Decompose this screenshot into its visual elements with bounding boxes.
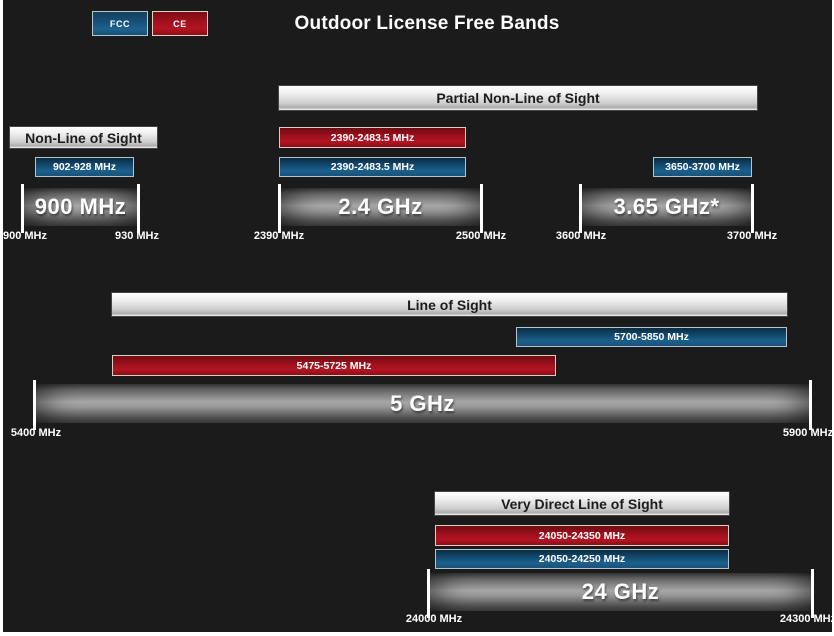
- axis-label-24ghz-start: 24000 MHz: [405, 613, 463, 625]
- axis-label-2-4ghz-start: 2390 MHz: [253, 230, 305, 242]
- axis-tick-right: [809, 380, 812, 430]
- axis-tick-left: [21, 184, 24, 233]
- fcc-range-bar-24ghz: 24050-24250 MHz: [435, 549, 729, 569]
- ce-range-bar-2-4ghz: 2390-2483.5 MHz: [279, 127, 466, 148]
- fcc-range-bar-5ghz: 5700-5850 MHz: [516, 327, 787, 347]
- axis-tick-left: [579, 184, 582, 233]
- band-bar-900mhz: 900 MHz: [21, 184, 140, 233]
- band-bar-5ghz: 5 GHz: [33, 380, 812, 430]
- band-bar-24ghz: 24 GHz: [427, 569, 814, 618]
- band-label-3-65ghz: 3.65 GHz*: [613, 194, 720, 219]
- band-label-2-4ghz: 2.4 GHz: [338, 194, 423, 219]
- axis-label-5ghz-start: 5400 MHz: [10, 427, 62, 439]
- header-line-of-sight: Line of Sight: [112, 293, 787, 316]
- band-label-900mhz: 900 MHz: [34, 194, 127, 219]
- page-title: Outdoor License Free Bands: [294, 13, 560, 34]
- fcc-range-bar-900mhz: 902-928 MHz: [35, 157, 134, 177]
- header-partial-non-line-of-sight: Partial Non-Line of Sight: [279, 86, 757, 110]
- ce-legend-button[interactable]: CE: [152, 11, 208, 36]
- frame-border-right: [832, 0, 834, 636]
- axis-label-2-4ghz-end: 2500 MHz: [455, 230, 507, 242]
- axis-label-3-65ghz-start: 3600 MHz: [555, 230, 607, 242]
- axis-tick-left: [427, 569, 430, 618]
- band-label-24ghz: 24 GHz: [581, 579, 660, 604]
- axis-label-3-65ghz-end: 3700 MHz: [726, 230, 778, 242]
- axis-tick-right: [811, 569, 814, 618]
- axis-tick-left: [33, 380, 36, 430]
- band-label-5ghz: 5 GHz: [390, 390, 455, 416]
- axis-tick-right: [751, 184, 754, 233]
- ce-range-bar-5ghz: 5475-5725 MHz: [112, 355, 556, 376]
- axis-tick-right: [137, 184, 140, 233]
- fcc-range-bar-3-65ghz: 3650-3700 MHz: [653, 157, 752, 177]
- axis-tick-left: [278, 184, 281, 233]
- band-bar-2-4ghz: 2.4 GHz: [278, 184, 483, 233]
- frame-border-bottom: [0, 632, 834, 636]
- axis-label-5ghz-end: 5900 MHz: [782, 427, 834, 439]
- header-very-direct-line-of-sight: Very Direct Line of Sight: [435, 492, 729, 515]
- axis-label-24ghz-end: 24300 MHz: [779, 613, 834, 625]
- fcc-range-bar-2-4ghz: 2390-2483.5 MHz: [279, 157, 466, 177]
- frame-border-left: [0, 0, 3, 636]
- header-non-line-of-sight: Non-Line of Sight: [10, 127, 157, 148]
- axis-label-900mhz-end: 930 MHz: [114, 230, 160, 242]
- axis-label-900mhz-start: 900 MHz: [2, 230, 48, 242]
- ce-range-bar-24ghz: 24050-24350 MHz: [435, 525, 729, 546]
- fcc-legend-button[interactable]: FCC: [92, 11, 148, 36]
- axis-tick-right: [480, 184, 483, 233]
- band-bar-3-65ghz: 3.65 GHz*: [579, 184, 754, 233]
